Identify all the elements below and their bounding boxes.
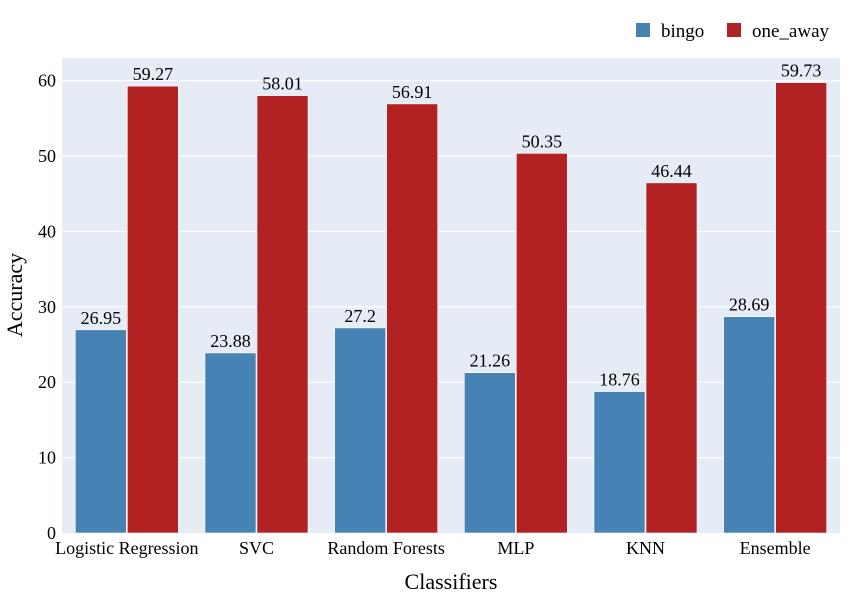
- y-tick-label: 0: [47, 523, 56, 543]
- bar-value-label: 58.01: [262, 74, 303, 94]
- bar-value-label: 21.26: [470, 351, 511, 371]
- bar-value-label: 56.91: [392, 82, 433, 102]
- x-tick-label: MLP: [497, 538, 534, 558]
- bar-one-away: [645, 182, 698, 534]
- bar-bingo: [75, 329, 127, 534]
- bar-value-label: 59.73: [781, 61, 822, 81]
- legend-swatch: [727, 23, 741, 37]
- y-tick-label: 20: [38, 372, 56, 392]
- bar-bingo: [334, 327, 386, 534]
- y-tick-label: 50: [38, 146, 56, 166]
- bar-bingo: [593, 391, 646, 534]
- bar-bingo: [464, 372, 516, 534]
- bar-one-away: [516, 153, 568, 534]
- x-tick-label: SVC: [239, 538, 274, 558]
- bar-value-label: 59.27: [133, 64, 174, 84]
- bar-value-label: 18.76: [599, 370, 640, 390]
- legend-label: bingo: [661, 21, 704, 42]
- legend: bingo one_away: [636, 21, 830, 42]
- y-axis-title: Accuracy: [2, 253, 27, 337]
- bar-value-label: 27.2: [344, 306, 376, 326]
- gridlines: [62, 80, 840, 459]
- x-axis-ticks: Logistic Regression SVC Random Forests MLP K…: [55, 538, 811, 558]
- legend-label: one_away: [752, 21, 830, 42]
- bar-one-away: [127, 85, 179, 534]
- bars: [75, 82, 827, 534]
- bar-value-label: 46.44: [651, 161, 692, 181]
- plot-area: [62, 58, 840, 533]
- bar-bingo: [204, 352, 257, 534]
- bar-value-label: 26.95: [81, 308, 122, 328]
- bar-value-label: 28.69: [729, 295, 770, 315]
- y-tick-label: 60: [38, 71, 56, 91]
- bar-value-label: 23.88: [210, 331, 251, 351]
- legend-swatch: [636, 23, 650, 37]
- bar-one-away: [775, 82, 827, 534]
- y-axis-ticks: 0 10 20 30 40 50 60: [38, 71, 56, 543]
- x-axis-title: Classifiers: [405, 569, 498, 594]
- x-tick-label: Random Forests: [327, 538, 445, 558]
- bar-one-away: [256, 95, 309, 534]
- x-tick-label: Ensemble: [740, 538, 811, 558]
- bar-bingo: [723, 316, 775, 534]
- y-tick-label: 10: [38, 448, 56, 468]
- y-tick-label: 40: [38, 221, 56, 241]
- bar-one-away: [386, 103, 438, 534]
- x-tick-label: Logistic Regression: [55, 538, 198, 558]
- data-labels: 26.95 59.27 23.88 58.01 27.2 56.91 21.26 50.35 1…: [81, 61, 822, 390]
- x-tick-label: KNN: [626, 538, 665, 558]
- bar-value-label: 50.35: [522, 131, 563, 151]
- y-tick-label: 30: [38, 297, 56, 317]
